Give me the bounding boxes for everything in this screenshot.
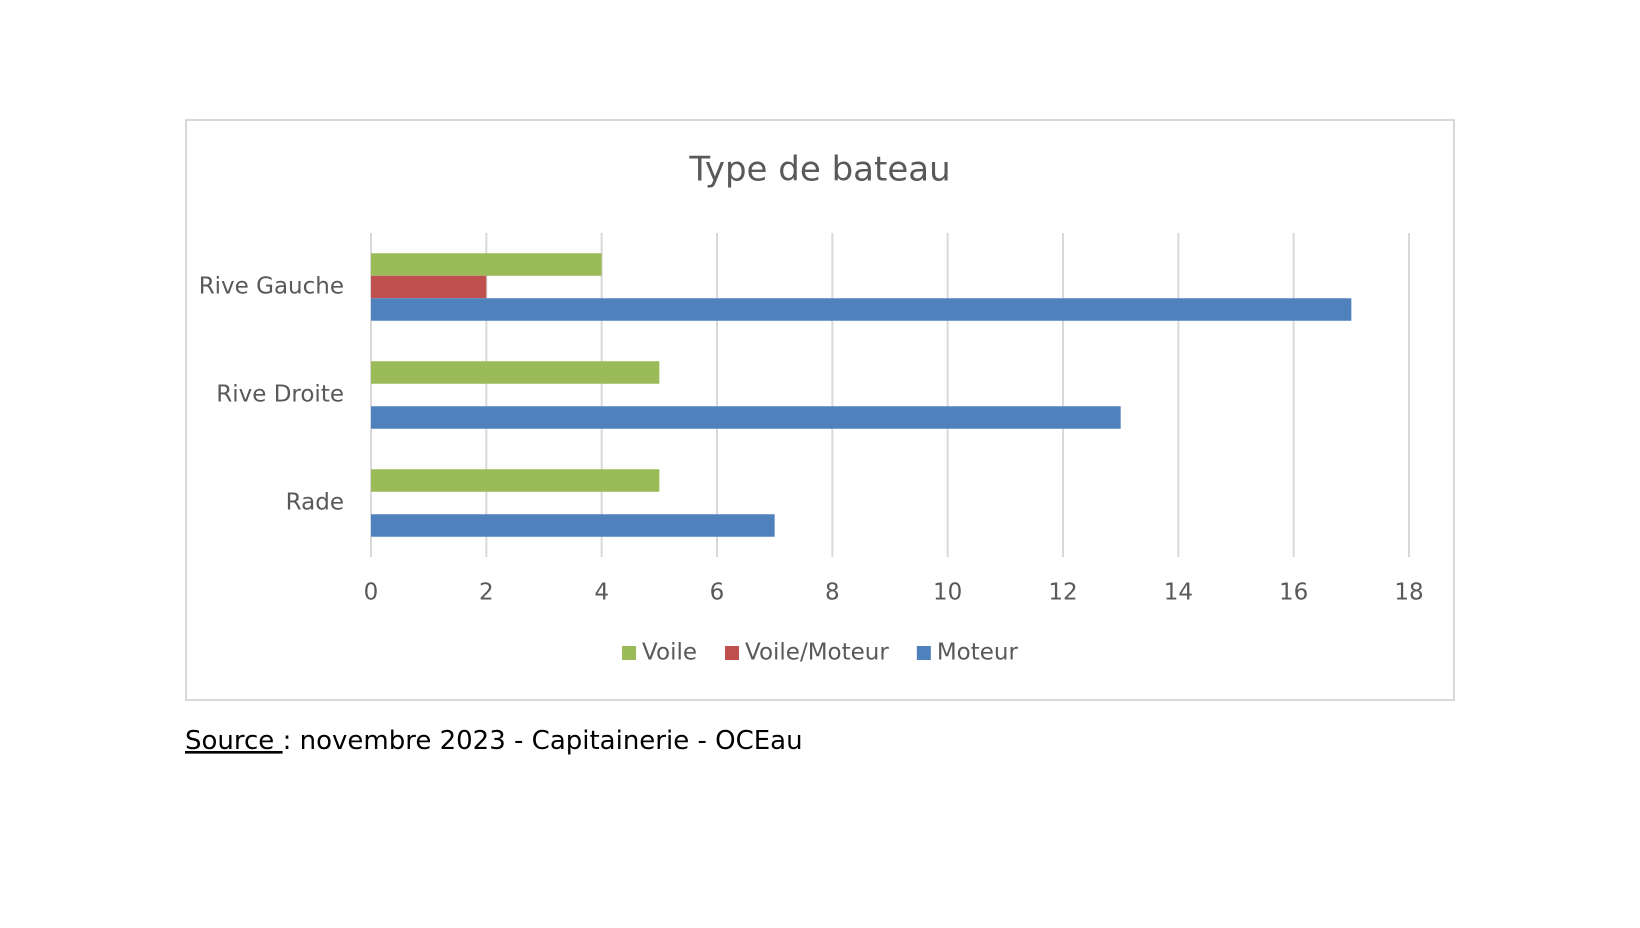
x-tick-label: 14 [1164,580,1193,606]
legend-swatch [916,646,931,660]
bar [371,514,775,537]
y-tick-label: Rive Droite [216,382,344,408]
caption-label: Source [185,726,283,756]
x-tick-label: 8 [825,580,840,606]
x-tick-label: 4 [594,580,609,606]
legend-label: Voile [642,640,697,666]
bar [371,469,660,492]
x-tick-label: 18 [1394,580,1423,606]
bar [371,361,660,384]
bar [371,406,1121,429]
caption-text: : novembre 2023 - Capitainerie - OCEau [283,726,803,756]
legend-swatch [725,646,739,660]
x-tick-label: 6 [710,580,725,606]
x-tick-label: 16 [1279,580,1308,606]
bar [371,253,602,276]
bar [371,298,1352,321]
y-tick-label: Rive Gauche [199,274,344,300]
x-tick-label: 0 [364,580,379,606]
chart-title: Type de bateau [688,150,950,190]
y-tick-label: Rade [286,490,344,516]
legend-label: Voile/Moteur [745,640,889,666]
x-tick-label: 10 [933,580,962,606]
legend-label: Moteur [937,640,1019,666]
legend-swatch [622,646,637,660]
bar [371,275,487,299]
x-tick-label: 2 [479,580,494,606]
caption: Source : novembre 2023 - Capitainerie - … [185,726,803,756]
x-tick-label: 12 [1048,580,1077,606]
